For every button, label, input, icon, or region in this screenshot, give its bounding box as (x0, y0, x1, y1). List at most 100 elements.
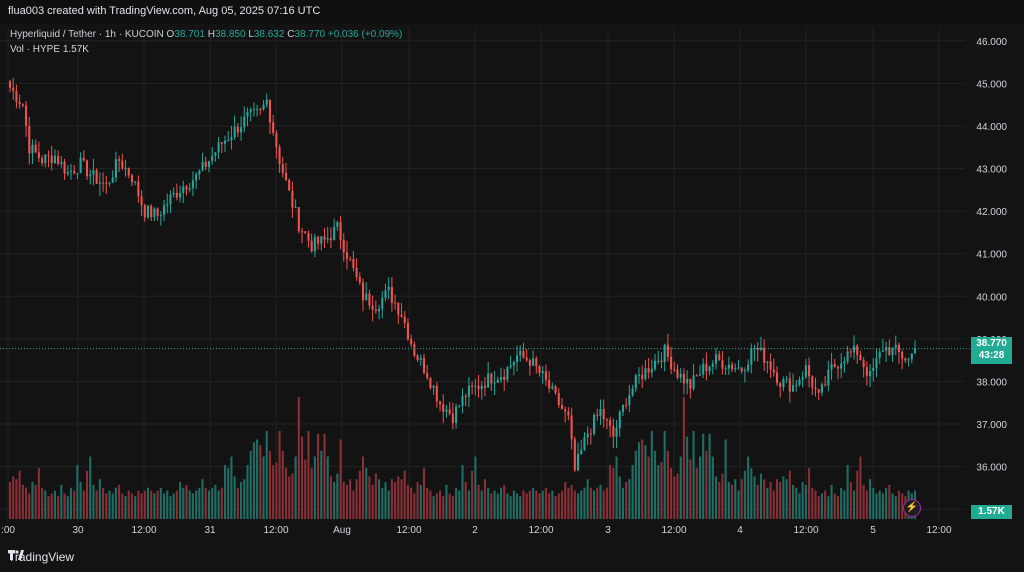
volume-bar (121, 493, 124, 519)
candle-body (625, 404, 628, 406)
volume-bar (743, 470, 746, 519)
candle-body (554, 386, 557, 393)
candle-body (859, 354, 862, 361)
candle-body (775, 372, 779, 384)
candle-body (249, 109, 252, 113)
candle-body (339, 222, 342, 241)
y-tick-label: 42.000 (976, 207, 1007, 218)
tradingview-logo-icon (8, 550, 24, 560)
volume-bar (201, 479, 204, 519)
volume-bar (657, 465, 660, 519)
candle-body (156, 208, 159, 216)
volume-bar (493, 490, 496, 519)
y-tick-label: 40.000 (976, 292, 1007, 303)
tradingview-brand[interactable]: TradingView (8, 550, 74, 564)
volume-bar (329, 476, 332, 519)
volume-bar (76, 465, 79, 519)
chart-area[interactable] (0, 24, 1024, 544)
candle-body (256, 108, 259, 110)
volume-bar (737, 490, 740, 519)
candle-body (349, 258, 352, 260)
volume-bar (63, 493, 66, 519)
candle-body (44, 154, 47, 164)
volume-bar (477, 484, 480, 519)
bar-countdown: 43:28 (978, 350, 1005, 361)
candle-body (573, 439, 576, 471)
candle-body (820, 384, 823, 393)
volume-value: 1.57K (62, 44, 89, 55)
x-tick-label: 12:00 (926, 525, 951, 536)
volume-bar (766, 487, 769, 519)
volume-bar (660, 462, 663, 519)
low-label: L (248, 29, 254, 40)
candle-body (576, 454, 580, 471)
candle-body (869, 370, 872, 376)
candle-body (541, 371, 544, 373)
volume-bar (824, 490, 827, 519)
candle-body (721, 360, 724, 369)
candle-body (307, 233, 310, 241)
volume-bar (528, 490, 531, 519)
volume-bar (654, 450, 657, 519)
volume-bar (127, 490, 130, 519)
lightning-icon[interactable]: ⚡ (903, 499, 921, 517)
y-tick-label: 43.000 (976, 165, 1007, 176)
candle-body (496, 379, 499, 383)
candle-body (220, 142, 223, 144)
candle-body (211, 155, 214, 161)
candle-body (596, 414, 599, 416)
volume-bar (111, 493, 114, 519)
candle-body (763, 347, 766, 363)
candle-body (265, 99, 268, 105)
candle-body (788, 378, 791, 392)
candle-body (535, 358, 538, 367)
candle-body (182, 186, 185, 193)
volume-bar (214, 484, 217, 519)
volume-bar (862, 484, 865, 519)
volume-bar (118, 484, 121, 519)
candle-body (747, 364, 750, 371)
candle-body (516, 355, 519, 363)
candle-body (705, 363, 708, 372)
close-value: 38.770 (294, 29, 326, 40)
volume-bar (522, 490, 525, 519)
volume-bar (191, 493, 194, 519)
candle-body (740, 367, 743, 372)
volume-bar (772, 490, 775, 519)
open-value: 38.701 (174, 29, 205, 40)
candle-body (875, 357, 878, 368)
candle-body (657, 360, 660, 362)
volume-bar (50, 493, 53, 519)
volume-bar (278, 430, 281, 519)
volume-bar (628, 479, 631, 519)
volume-bar (714, 476, 718, 519)
volume-bar (705, 450, 708, 519)
volume-bar (397, 476, 400, 519)
candle-body (384, 290, 387, 298)
candle-body (811, 376, 814, 388)
volume-bar (596, 487, 599, 519)
candle-body (172, 192, 175, 195)
candle-body (451, 413, 454, 423)
candle-body (856, 345, 859, 355)
candle-body (548, 379, 551, 389)
volume-bar (207, 490, 211, 519)
candle-body (179, 192, 182, 198)
volume-bar (53, 490, 56, 519)
candle-body (345, 252, 349, 259)
candle-body (207, 160, 211, 167)
candle-body (904, 358, 907, 361)
candle-body (137, 181, 140, 197)
volume-bar (352, 490, 355, 519)
candle-body (214, 152, 217, 156)
volume-bar (15, 479, 18, 519)
candle-body (153, 208, 156, 218)
symbol-legend: Hyperliquid / Tether · 1h · KUCOIN O38.7… (10, 29, 402, 40)
candle-body (618, 411, 621, 429)
candle-body (124, 167, 127, 169)
candle-body (66, 171, 69, 174)
candle-body (41, 158, 44, 164)
candle-body (692, 375, 695, 389)
candle-body (53, 155, 56, 164)
